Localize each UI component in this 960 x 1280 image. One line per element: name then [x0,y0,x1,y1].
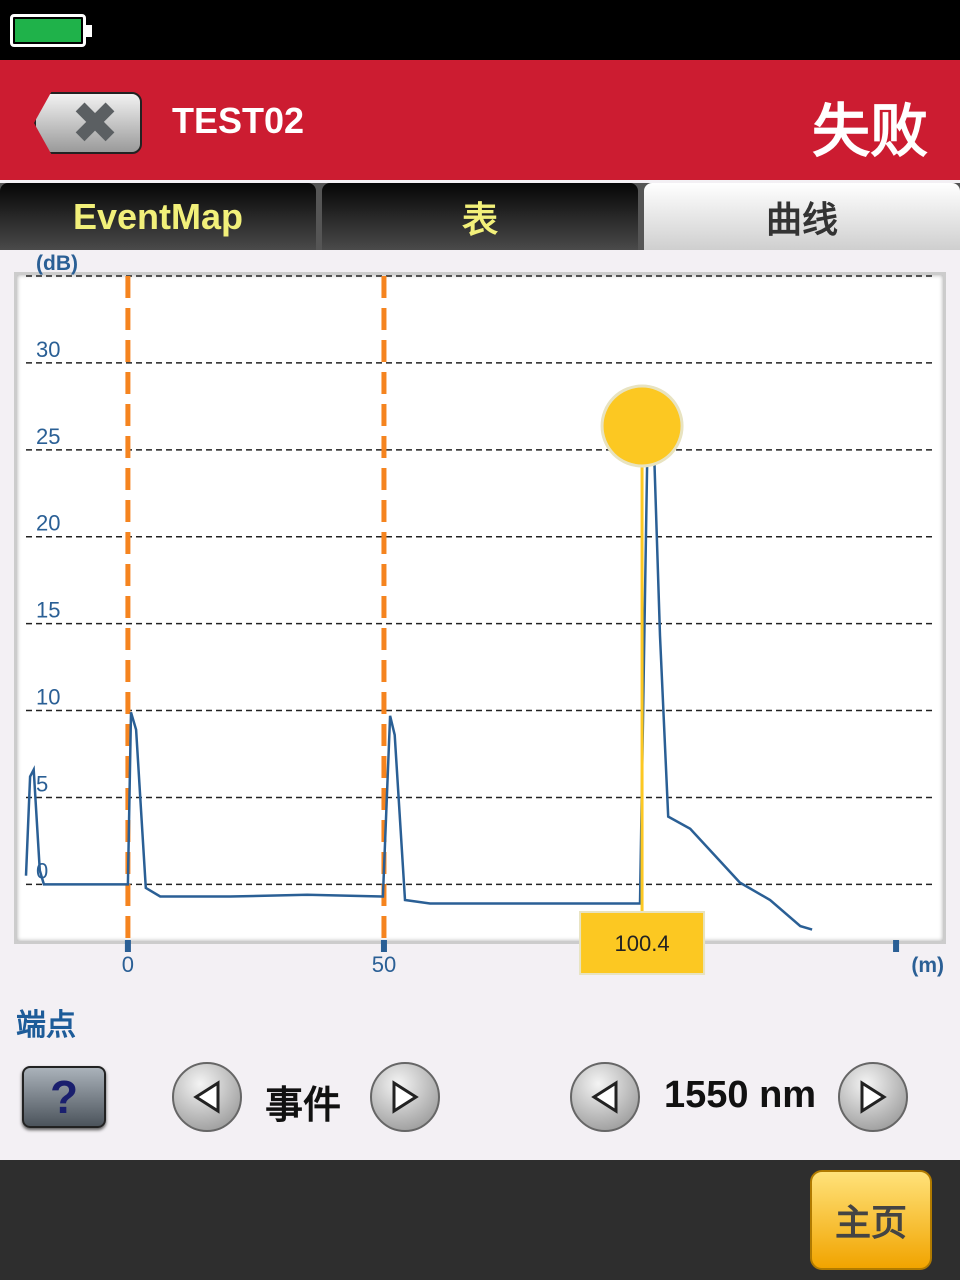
x-axis-label: (m) [911,954,944,977]
triangle-right-icon [860,1080,887,1114]
y-tick-label: 5 [36,771,48,796]
y-tick-label: 25 [36,424,60,449]
close-button[interactable]: ✖ [34,92,142,154]
home-button[interactable]: 主页 [810,1170,932,1270]
y-tick-label: 10 [36,685,60,710]
battery-icon [10,14,92,47]
next-event-button[interactable] [370,1062,440,1132]
cursor-value-box [579,911,706,975]
triangle-left-icon [591,1080,618,1114]
y-tick-label: 20 [36,511,60,536]
help-button[interactable]: ? [22,1066,106,1128]
footer-bar: 主页 [0,1160,960,1280]
trace-chart-frame[interactable] [14,272,946,944]
wavelength-label: 1550 nm [664,1074,817,1116]
test-title: TEST02 [172,100,305,141]
y-tick-label: 30 [36,337,60,362]
x-tick-label: 50 [372,952,396,977]
cursor-value-label: 100.4 [615,931,670,956]
x-tick-mark [893,940,900,952]
x-tick-mark [124,940,131,952]
triangle-left-icon [193,1080,220,1114]
result-status: 失败 [811,99,928,164]
endpoint-label: 端点 [16,1009,76,1042]
y-tick-label: 15 [36,598,60,623]
tab-bar: EventMap 表 曲线 [0,183,960,250]
status-bar [0,0,960,60]
help-icon: ? [49,1071,79,1123]
trace-line [24,397,813,931]
tab-trace[interactable]: 曲线 [644,183,960,250]
x-tick-mark [380,940,387,952]
next-wavelength-button[interactable] [838,1062,908,1132]
triangle-right-icon [392,1080,419,1114]
header-bar: ✖ TEST02 失败 [0,60,960,180]
prev-event-button[interactable] [172,1062,242,1132]
close-x-icon: ✖ [70,91,120,156]
tab-table[interactable]: 表 [322,183,638,250]
y-axis-label: (dB) [36,252,78,275]
event-label: 事件 [265,1085,342,1127]
cursor-handle [600,384,684,468]
tab-eventmap[interactable]: EventMap [0,183,316,250]
x-tick-label: 0 [122,952,134,977]
prev-wavelength-button[interactable] [570,1062,640,1132]
